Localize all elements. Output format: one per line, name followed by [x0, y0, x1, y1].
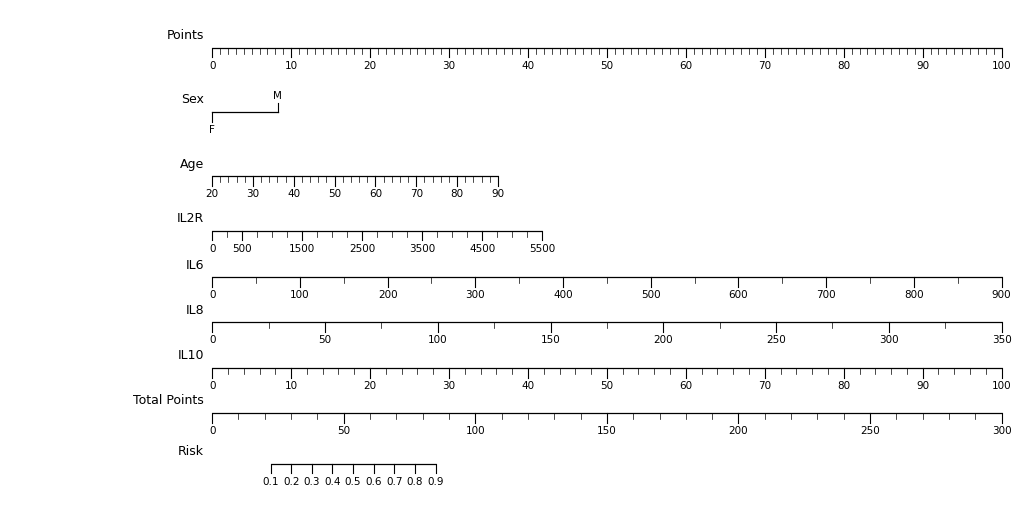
Text: 10: 10	[284, 61, 298, 70]
Text: 0: 0	[209, 244, 215, 254]
Text: 40: 40	[287, 189, 300, 199]
Text: 0: 0	[209, 335, 215, 345]
Text: 500: 500	[640, 290, 660, 300]
Text: 60: 60	[369, 189, 382, 199]
Text: 400: 400	[552, 290, 573, 300]
Text: IL8: IL8	[185, 304, 204, 316]
Text: 0: 0	[209, 381, 215, 391]
Text: Age: Age	[179, 158, 204, 171]
Text: F: F	[209, 125, 215, 135]
Text: 0.1: 0.1	[262, 477, 278, 487]
Text: 1500: 1500	[288, 244, 315, 254]
Text: 100: 100	[990, 381, 1011, 391]
Text: 80: 80	[837, 61, 850, 70]
Text: 0: 0	[209, 426, 215, 436]
Text: 200: 200	[653, 335, 673, 345]
Text: 30: 30	[247, 189, 259, 199]
Text: 20: 20	[363, 61, 376, 70]
Text: 500: 500	[232, 244, 252, 254]
Text: 50: 50	[600, 381, 612, 391]
Text: 150: 150	[540, 335, 559, 345]
Text: 0.3: 0.3	[304, 477, 320, 487]
Text: 10: 10	[284, 381, 298, 391]
Text: 20: 20	[206, 189, 218, 199]
Text: 60: 60	[679, 381, 692, 391]
Text: 70: 70	[757, 61, 770, 70]
Text: 4500: 4500	[469, 244, 495, 254]
Text: 0: 0	[209, 290, 215, 300]
Text: Risk: Risk	[178, 445, 204, 458]
Text: 80: 80	[837, 381, 850, 391]
Text: 350: 350	[990, 335, 1011, 345]
Text: 5500: 5500	[529, 244, 554, 254]
Text: 3500: 3500	[409, 244, 435, 254]
Text: 100: 100	[428, 335, 447, 345]
Text: 40: 40	[521, 61, 534, 70]
Text: 100: 100	[465, 426, 485, 436]
Text: 800: 800	[903, 290, 923, 300]
Text: 80: 80	[450, 189, 464, 199]
Text: 300: 300	[465, 290, 485, 300]
Text: 700: 700	[815, 290, 836, 300]
Text: 90: 90	[915, 61, 928, 70]
Text: 200: 200	[377, 290, 397, 300]
Text: Sex: Sex	[181, 93, 204, 106]
Text: 0.4: 0.4	[324, 477, 340, 487]
Text: IL6: IL6	[185, 258, 204, 271]
Text: 90: 90	[915, 381, 928, 391]
Text: 30: 30	[442, 61, 455, 70]
Text: 300: 300	[878, 335, 898, 345]
Text: 50: 50	[337, 426, 350, 436]
Text: 900: 900	[990, 290, 1011, 300]
Text: 250: 250	[765, 335, 786, 345]
Text: 200: 200	[728, 426, 748, 436]
Text: Total Points: Total Points	[133, 395, 204, 408]
Text: 0.2: 0.2	[282, 477, 300, 487]
Text: 100: 100	[289, 290, 310, 300]
Text: 20: 20	[363, 381, 376, 391]
Text: IL10: IL10	[177, 349, 204, 362]
Text: 50: 50	[318, 335, 331, 345]
Text: 70: 70	[410, 189, 423, 199]
Text: 250: 250	[859, 426, 879, 436]
Text: M: M	[273, 90, 282, 101]
Text: 0.9: 0.9	[427, 477, 443, 487]
Text: 60: 60	[679, 61, 692, 70]
Text: 0: 0	[209, 61, 215, 70]
Text: 70: 70	[757, 381, 770, 391]
Text: 40: 40	[521, 381, 534, 391]
Text: 150: 150	[596, 426, 616, 436]
Text: 600: 600	[728, 290, 748, 300]
Text: 50: 50	[328, 189, 341, 199]
Text: 30: 30	[442, 381, 455, 391]
Text: 0.8: 0.8	[407, 477, 423, 487]
Text: 0.5: 0.5	[344, 477, 361, 487]
Text: 0.7: 0.7	[386, 477, 403, 487]
Text: 0.6: 0.6	[365, 477, 381, 487]
Text: 2500: 2500	[348, 244, 375, 254]
Text: 100: 100	[990, 61, 1011, 70]
Text: 50: 50	[600, 61, 612, 70]
Text: IL2R: IL2R	[176, 212, 204, 226]
Text: 300: 300	[990, 426, 1011, 436]
Text: Points: Points	[166, 29, 204, 42]
Text: 90: 90	[491, 189, 504, 199]
